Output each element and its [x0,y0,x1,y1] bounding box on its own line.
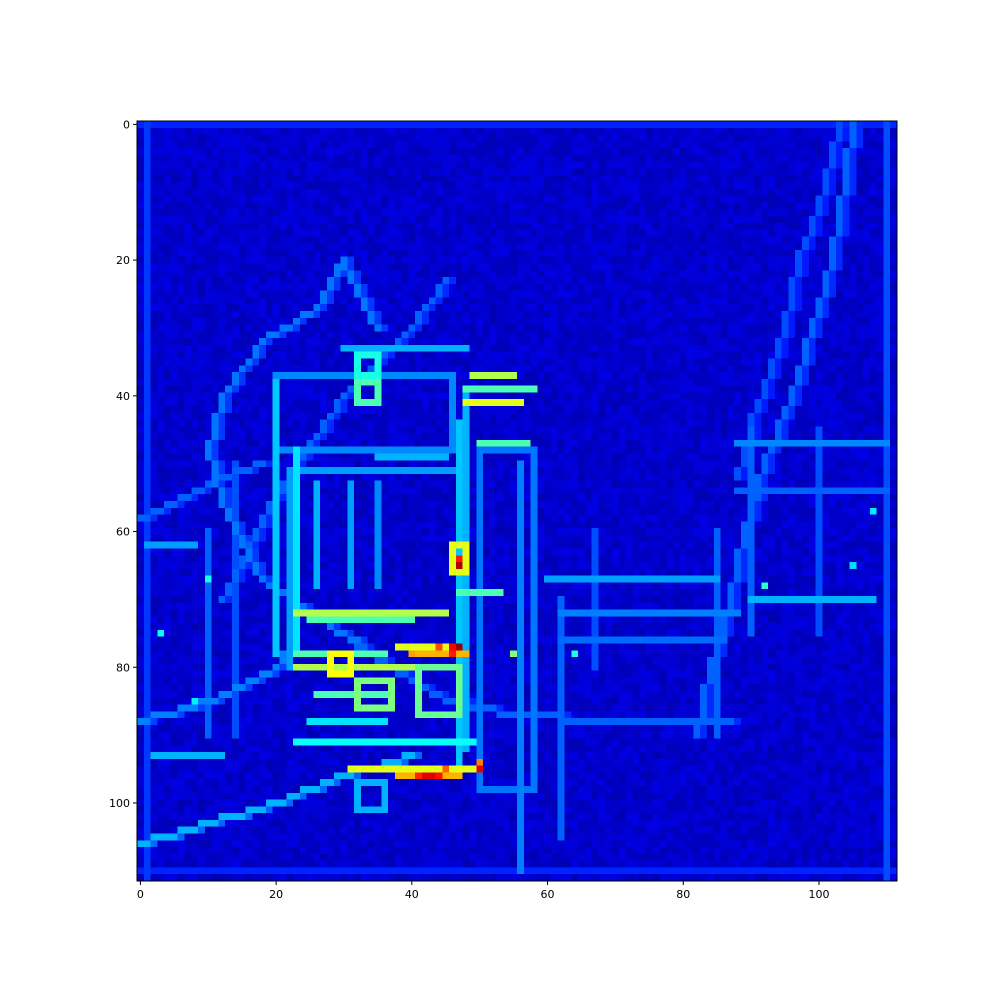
y-tick-label: 40 [116,390,130,403]
x-tick-label: 60 [541,888,555,901]
y-tick-label: 80 [116,661,130,674]
y-tick-label: 0 [123,118,130,131]
y-tick-label: 60 [116,526,130,539]
x-tick-label: 100 [808,888,829,901]
y-axis: 0 20 40 60 80 100 [109,118,137,810]
x-tick-label: 40 [405,888,419,901]
plot-frame [136,120,898,882]
heatmap-image [137,121,897,881]
y-tick-label: 20 [116,254,130,267]
plot-area [136,120,898,882]
y-tick-label: 100 [109,797,130,810]
x-tick-label: 20 [269,888,283,901]
x-axis: 0 20 40 60 80 100 [137,881,829,901]
x-tick-label: 0 [137,888,144,901]
x-tick-label: 80 [676,888,690,901]
